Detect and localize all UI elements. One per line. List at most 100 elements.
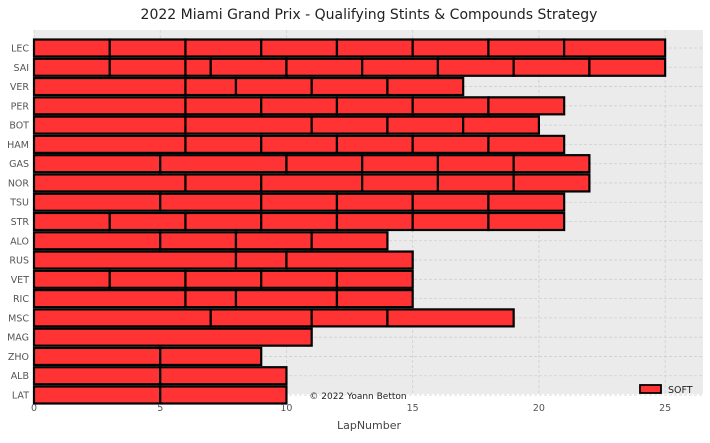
stint-bar-rus-1 — [32, 250, 238, 270]
y-tick-label-msc: MSC — [8, 313, 29, 324]
stint-bar-ver-2 — [184, 76, 238, 97]
stint-bar-sai-2 — [108, 57, 187, 77]
stint-bar-str-1 — [32, 211, 111, 232]
stint-bar-lat-1 — [32, 385, 162, 405]
stint-bar-nor-2 — [184, 173, 263, 193]
stint-bar-mag-1 — [32, 327, 313, 347]
stint-bar-lec-6 — [411, 38, 490, 58]
y-tick-label-lec: LEC — [11, 44, 29, 55]
stint-bar-gas-4 — [361, 154, 440, 174]
stint-bar-gas-6 — [512, 154, 591, 174]
stint-bar-lat-2 — [159, 385, 288, 405]
y-tick-label-tsu: TSU — [9, 198, 29, 209]
y-tick-label-nor: NOR — [8, 178, 30, 189]
stint-bar-zho-2 — [159, 346, 263, 367]
x-tick-label: 10 — [280, 403, 292, 414]
stint-bar-rus-3 — [285, 250, 414, 270]
stint-bar-lec-8 — [563, 38, 667, 58]
stint-bar-ver-3 — [234, 76, 313, 97]
legend-label-soft: SOFT — [668, 385, 693, 396]
stint-bar-per-1 — [32, 96, 187, 116]
stint-bar-msc-4 — [386, 308, 515, 328]
stint-bar-alo-3 — [234, 231, 313, 251]
y-tick-label-alb: ALB — [11, 371, 29, 382]
stint-bar-alb-1 — [32, 366, 162, 386]
stint-bar-alo-2 — [159, 231, 238, 251]
stint-bar-lec-3 — [184, 38, 263, 58]
x-tick-label: 15 — [407, 403, 419, 414]
stint-bar-sai-4 — [209, 57, 288, 77]
stint-bar-ham-4 — [335, 134, 414, 154]
x-tick-label: 25 — [659, 403, 671, 414]
stint-bar-bot-2 — [184, 115, 313, 135]
stint-bar-msc-3 — [310, 308, 389, 328]
y-tick-label-alo: ALO — [10, 236, 29, 247]
stint-bar-bot-1 — [32, 115, 187, 135]
stint-bar-per-6 — [487, 96, 566, 116]
stint-bar-msc-2 — [209, 308, 313, 328]
stint-bar-lec-5 — [335, 38, 414, 58]
y-tick-label-per: PER — [11, 101, 30, 112]
stint-bar-bot-3 — [310, 115, 389, 135]
y-tick-label-sai: SAI — [13, 63, 29, 74]
stint-bar-ric-4 — [335, 289, 414, 309]
stint-bar-msc-1 — [32, 308, 212, 328]
stint-bar-per-5 — [411, 96, 490, 116]
stint-bar-ham-2 — [184, 134, 263, 154]
stint-bar-sai-8 — [512, 57, 591, 77]
stint-bar-tsu-2 — [159, 192, 263, 212]
stint-bar-vet-5 — [335, 269, 414, 289]
x-tick-label: 20 — [533, 403, 545, 414]
stint-bar-zho-1 — [32, 346, 162, 367]
stint-bar-str-6 — [411, 211, 490, 232]
stint-bar-vet-3 — [184, 269, 263, 289]
stint-bar-ric-3 — [234, 289, 339, 309]
stint-bar-tsu-3 — [260, 192, 339, 212]
stint-bar-ver-5 — [386, 76, 465, 97]
stint-bar-lec-1 — [32, 38, 111, 58]
y-tick-label-zho: ZHO — [8, 352, 29, 363]
stint-bar-vet-2 — [108, 269, 187, 289]
stint-bar-str-2 — [108, 211, 187, 232]
legend: SOFT — [639, 384, 693, 396]
stint-bar-sai-5 — [285, 57, 364, 77]
y-tick-label-ric: RIC — [13, 294, 29, 305]
stint-bar-rus-2 — [234, 250, 288, 270]
stint-bar-vet-1 — [32, 269, 111, 289]
x-tick-label: 5 — [157, 403, 163, 414]
legend-swatch-soft — [639, 384, 662, 394]
x-axis-label: LapNumber — [337, 419, 402, 432]
stint-bar-ric-2 — [184, 289, 238, 309]
stint-bar-lec-7 — [487, 38, 566, 58]
copyright-annotation: © 2022 Yoann Betton — [309, 392, 406, 402]
stint-bar-vet-4 — [260, 269, 339, 289]
stint-bar-nor-5 — [436, 173, 515, 193]
stint-bar-gas-1 — [32, 154, 162, 174]
x-tick-label: 0 — [31, 403, 37, 414]
y-tick-label-lat: LAT — [12, 391, 29, 402]
stint-bar-nor-3 — [260, 173, 364, 193]
y-tick-label-ver: VER — [10, 82, 30, 93]
stint-bar-bot-4 — [386, 115, 465, 135]
stint-bar-lec-2 — [108, 38, 187, 58]
stint-bar-ham-6 — [487, 134, 566, 154]
stint-bar-nor-4 — [361, 173, 440, 193]
stint-bar-str-5 — [335, 211, 414, 232]
stint-bar-sai-1 — [32, 57, 111, 77]
stint-bar-per-2 — [184, 96, 263, 116]
stint-bar-ric-1 — [32, 289, 187, 309]
y-tick-label-bot: BOT — [9, 121, 29, 132]
stint-bar-per-4 — [335, 96, 414, 116]
stint-bar-bot-5 — [462, 115, 541, 135]
stint-bar-ham-3 — [260, 134, 339, 154]
stint-bar-tsu-4 — [335, 192, 414, 212]
y-tick-label-mag: MAG — [7, 333, 29, 344]
stint-bar-str-3 — [184, 211, 263, 232]
stint-bar-sai-7 — [436, 57, 515, 77]
stint-bar-lec-4 — [260, 38, 339, 58]
y-tick-labels: LEC SAI VER PER BOT HAM GAS NOR TSU STR ALO RUS VET R… — [7, 44, 29, 402]
stint-bar-gas-2 — [159, 154, 288, 174]
y-tick-label-rus: RUS — [9, 256, 29, 267]
